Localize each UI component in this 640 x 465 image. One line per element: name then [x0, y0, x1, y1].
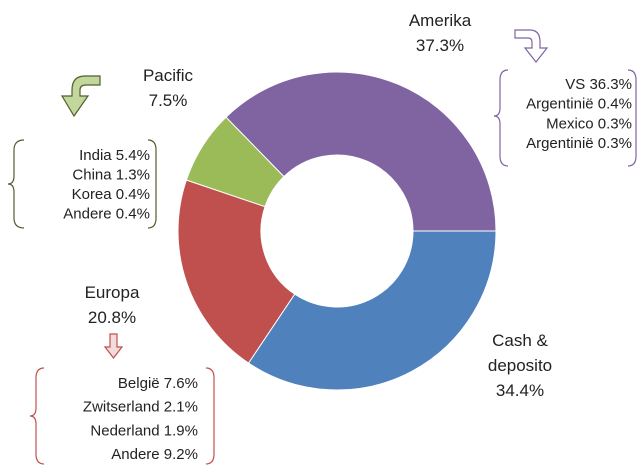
decor	[7, 29, 637, 465]
breakdown-name: Andere	[111, 446, 159, 463]
breakdown-value: 5.4%	[116, 147, 150, 164]
value-label: 37.3%	[415, 36, 465, 55]
value-label: 34.4%	[495, 381, 545, 400]
arrow	[103, 333, 124, 359]
breakdown-item: VS 36.3%	[565, 76, 632, 93]
breakdown-item: China 1.3%	[72, 166, 150, 183]
value-label: 7.5%	[148, 91, 188, 110]
bracket	[493, 69, 509, 167]
breakdown-name: Argentinië	[526, 135, 594, 152]
donut-slice	[247, 230, 497, 391]
breakdown-value: 2.1%	[164, 399, 198, 416]
breakdown-name: China	[72, 166, 112, 183]
breakdown-value: 1.9%	[164, 422, 198, 439]
bracket	[627, 69, 637, 167]
donut-slice	[177, 179, 296, 364]
value-label: 20.8%	[87, 308, 137, 327]
breakdown-item: India 5.4%	[79, 147, 150, 164]
breakdown-item: Argentinië 0.4%	[526, 96, 632, 113]
breakdown-value: 0.4%	[116, 186, 150, 203]
breakdown-name: Zwitserland	[83, 399, 160, 416]
breakdown-value: 0.3%	[598, 115, 632, 132]
breakdown-name: Andere	[63, 205, 111, 222]
breakdown-name: India	[79, 147, 112, 164]
category-label: Europa	[84, 283, 140, 302]
bracket	[205, 367, 215, 465]
breakdown-name: Argentinië	[526, 96, 594, 113]
breakdown-name: Korea	[72, 186, 113, 203]
arrow	[60, 75, 101, 118]
bracket	[7, 139, 25, 229]
breakdown-value: 0.4%	[598, 96, 632, 113]
breakdown-item: Mexico 0.3%	[546, 115, 632, 132]
breakdown-name: Nederland	[90, 422, 159, 439]
donut-slice	[225, 71, 497, 232]
breakdown-item: Korea 0.4%	[72, 186, 150, 203]
breakdown-value: 0.4%	[116, 205, 150, 222]
breakdown-value: 7.6%	[164, 375, 198, 392]
breakdown-item: Nederland 1.9%	[90, 422, 198, 439]
breakdown-value: 36.3%	[589, 76, 632, 93]
bracket	[29, 367, 45, 465]
breakdown-value: 0.3%	[598, 135, 632, 152]
breakdown-item: Argentinië 0.3%	[526, 135, 632, 152]
breakdown-item: Zwitserland 2.1%	[83, 399, 198, 416]
breakdown-item: België 7.6%	[118, 375, 198, 392]
breakdown-name: België	[118, 375, 160, 392]
breakdown-value: 9.2%	[164, 446, 198, 463]
arrow	[514, 29, 549, 63]
donut-slice	[185, 116, 285, 208]
category-label: Pacific	[142, 66, 194, 85]
breakdown-name: VS	[565, 76, 585, 93]
breakdown-name: Mexico	[546, 115, 594, 132]
breakdown-value: 1.3%	[116, 166, 150, 183]
category-label: Amerika	[408, 11, 472, 30]
breakdown-item: Andere 9.2%	[111, 446, 198, 463]
breakdown-item: Andere 0.4%	[63, 205, 150, 222]
bracket	[147, 139, 157, 229]
category-label: Cash & deposito	[487, 331, 553, 375]
